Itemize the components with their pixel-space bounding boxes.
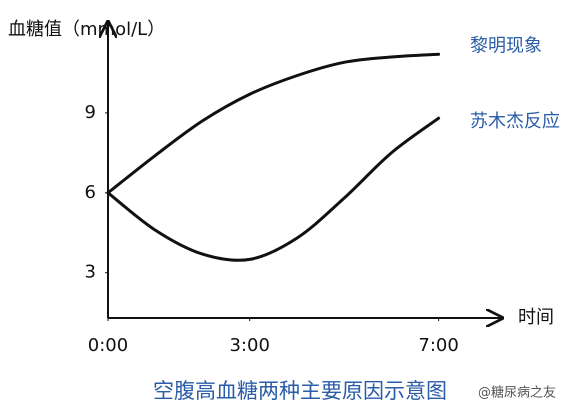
y-axis-label: 血糖值（mmol/L） [8, 19, 165, 40]
line [106, 116, 441, 262]
watermark: @糖尿病之友 [478, 385, 556, 401]
x-tick-label: 3:00 [229, 335, 269, 356]
x-axis-label: 时间 [518, 307, 554, 328]
x-tick-label: 7:00 [418, 335, 458, 356]
series-label: 苏木杰反应 [470, 111, 560, 132]
series-label: 黎明现象 [470, 35, 542, 56]
y-tick-label: 3 [85, 262, 96, 283]
caption: 空腹高血糖两种主要原因示意图 [153, 379, 447, 403]
line [106, 52, 441, 195]
x-tick-label: 0:00 [88, 335, 128, 356]
y-tick-label: 6 [85, 182, 96, 203]
y-tick-label: 9 [85, 102, 96, 123]
